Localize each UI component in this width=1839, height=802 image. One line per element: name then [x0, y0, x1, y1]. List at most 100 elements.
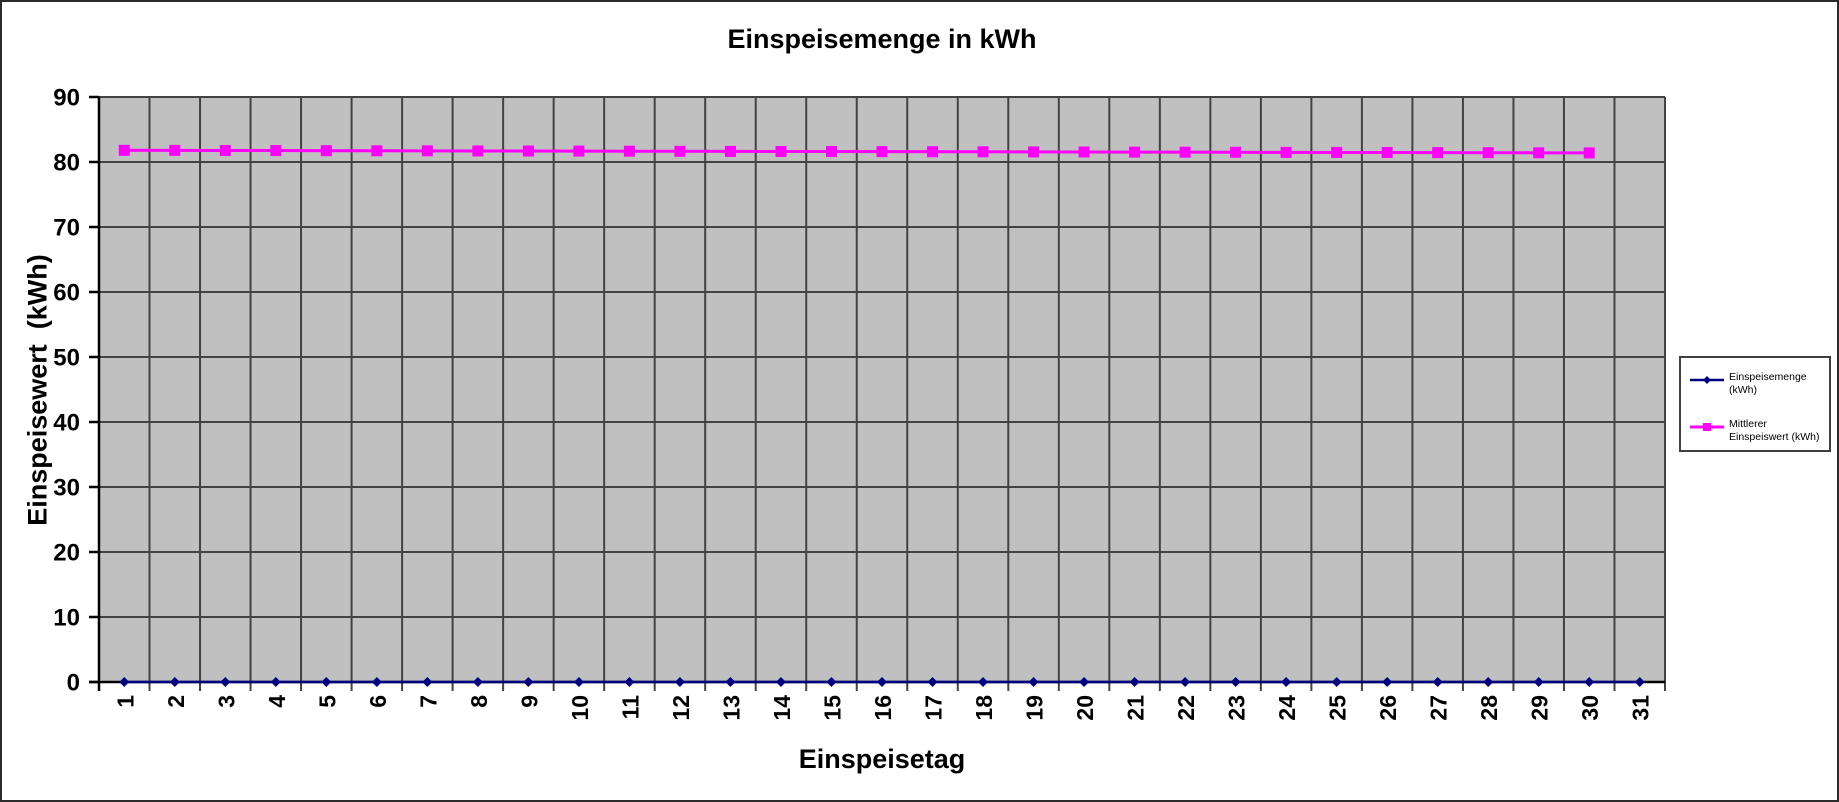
square-marker-icon: [1690, 423, 1724, 432]
square-marker: [674, 145, 686, 157]
x-tick-label: 7: [415, 695, 441, 708]
legend-label: Mittlerer Einspeiswert (kWh): [1729, 418, 1820, 444]
square-marker: [573, 145, 585, 157]
y-tick-label: 70: [53, 215, 80, 242]
x-tick-label: 22: [1173, 695, 1199, 721]
diamond-marker: [1634, 677, 1645, 687]
square-marker: [775, 145, 787, 157]
plot-background: [99, 97, 1665, 682]
square-marker: [1331, 146, 1343, 158]
legend-label: Einspeisemenge (kWh): [1729, 371, 1807, 397]
square-marker: [371, 145, 383, 157]
diamond-marker: [523, 677, 534, 687]
diamond-marker: [1584, 677, 1595, 687]
x-tick-label: 29: [1527, 695, 1553, 721]
square-marker: [1583, 147, 1595, 159]
x-tick-label: 5: [314, 695, 340, 708]
diamond-marker: [371, 677, 382, 687]
y-tick-label: 10: [53, 605, 80, 632]
x-tick-label: 3: [213, 695, 239, 708]
x-tick-label: 15: [819, 695, 845, 721]
x-tick-label: 27: [1426, 695, 1452, 721]
y-tick-label: 50: [53, 345, 80, 372]
x-tick-label: 16: [870, 695, 896, 721]
diamond-marker: [1180, 677, 1191, 687]
diamond-marker: [1331, 677, 1342, 687]
x-tick-label: 1: [112, 695, 138, 708]
x-tick-label: 9: [516, 695, 542, 708]
square-marker: [1129, 146, 1141, 158]
square-marker: [522, 145, 534, 157]
diamond-marker: [826, 677, 837, 687]
square-marker: [1482, 147, 1494, 159]
y-tick-label: 40: [53, 410, 80, 437]
x-tick-label: 25: [1325, 695, 1351, 721]
diamond-marker: [877, 677, 887, 687]
square-marker: [1432, 147, 1444, 159]
x-tick-label: 28: [1476, 695, 1502, 721]
y-tick-label: 60: [53, 280, 80, 307]
diamond-marker: [1483, 677, 1494, 687]
x-tick-label: 11: [617, 695, 643, 720]
x-tick-label: 2: [163, 695, 189, 708]
diamond-marker: [624, 677, 635, 687]
square-marker: [169, 144, 181, 156]
diamond-marker: [775, 677, 786, 687]
square-marker: [1078, 146, 1090, 158]
x-axis-title: Einspeisetag: [798, 744, 966, 774]
x-tick-label: 20: [1072, 695, 1098, 721]
legend-item-mittlerer-einspeiswert: Mittlerer Einspeiswert (kWh): [1689, 418, 1823, 444]
square-marker: [1280, 146, 1292, 158]
series-line-square: [124, 148, 1590, 155]
x-tick-label: 24: [1274, 695, 1300, 721]
legend: Einspeisemenge (kWh) Mittlerer Einspeisw…: [1679, 356, 1831, 452]
square-marker: [1028, 146, 1040, 158]
x-tick-label: 12: [668, 695, 694, 721]
square-marker: [270, 145, 282, 157]
diamond-marker: [674, 677, 685, 687]
square-marker: [876, 146, 888, 158]
diamond-marker: [1382, 677, 1393, 687]
square-marker: [320, 145, 332, 157]
square-marker: [472, 145, 484, 157]
x-tick-label: 17: [921, 695, 947, 721]
y-tick-label: 0: [67, 670, 80, 697]
x-tick-label: 4: [264, 695, 290, 708]
legend-item-einspeisemenge: Einspeisemenge (kWh): [1689, 371, 1823, 397]
x-tick-label: 23: [1224, 695, 1250, 721]
square-marker: [1230, 146, 1242, 158]
y-tick-label: 30: [53, 475, 80, 502]
square-marker: [421, 145, 433, 157]
diamond-marker: [1028, 677, 1039, 687]
x-tick-label: 19: [1022, 695, 1048, 721]
diamond-marker: [169, 677, 180, 687]
square-marker: [724, 145, 736, 157]
y-tick-label: 80: [53, 150, 80, 177]
square-marker: [977, 146, 989, 158]
diamond-marker: [220, 677, 231, 687]
diamond-marker: [927, 677, 938, 687]
diamond-marker: [422, 677, 433, 687]
x-tick-label: 10: [567, 695, 593, 721]
x-tick-label: 14: [769, 695, 795, 721]
diamond-marker: [1079, 677, 1090, 687]
diamond-marker-icon: [1690, 376, 1724, 384]
diamond-marker: [1432, 677, 1443, 687]
x-tick-label: 13: [718, 695, 744, 721]
y-tick-label: 20: [53, 540, 80, 567]
diamond-marker: [725, 677, 736, 687]
diamond-marker: [472, 677, 483, 687]
diamond-marker: [573, 677, 584, 687]
x-tick-label: 26: [1375, 695, 1401, 721]
diamond-marker: [119, 677, 130, 687]
x-tick-label: 31: [1628, 695, 1654, 721]
x-tick-label: 8: [466, 695, 492, 708]
x-tick-label: 6: [365, 695, 391, 708]
square-marker: [623, 145, 635, 157]
diamond-marker: [321, 677, 332, 687]
square-marker: [1533, 147, 1545, 159]
diamond-marker: [978, 677, 989, 687]
square-marker: [825, 146, 837, 158]
